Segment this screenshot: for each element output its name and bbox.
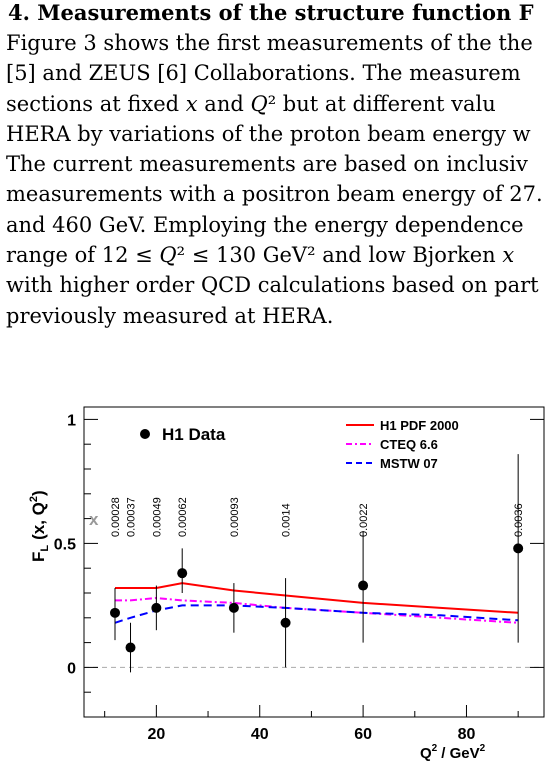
data-point: [513, 543, 524, 554]
x-tick-label: 40: [251, 726, 269, 743]
data-point: [177, 568, 188, 579]
y-tick-label: 0: [67, 660, 76, 677]
section-paragraph: Figure 3 shows the first measurements of…: [6, 28, 560, 331]
x-tick-label: 80: [458, 726, 476, 743]
chart-legend: H1 Data H1 PDF 2000 CTEQ 6.6 MSTW 07: [140, 418, 459, 471]
x-axis-label: Q2/ GeV2: [420, 743, 486, 762]
y-axis-label: FL(x, Q2): [28, 490, 51, 562]
data-point: [110, 607, 121, 618]
bjorken-x-label: 0.00028: [110, 497, 122, 537]
theory-curves: [114, 582, 519, 624]
chart-axes: 0 0.5 1 20 40 60 80: [54, 412, 544, 743]
data-point: [280, 617, 291, 628]
data-point: [228, 602, 239, 613]
bjorken-x-label: 0.00062: [177, 497, 189, 537]
bjorken-x-label: 0.0022: [358, 503, 370, 537]
bjorken-x-label: 0.00037: [126, 497, 138, 537]
data-point: [358, 580, 369, 591]
paragraph-line: previously measured at HERA.: [6, 303, 334, 328]
bjorken-x-symbol: x: [89, 510, 99, 529]
paragraph-line: Figure 3 shows the first measurements of…: [6, 31, 533, 55]
x-tick-label: 20: [147, 726, 165, 743]
bjorken-x-values: 0.00028 0.00037 0.00049 0.00062 0.00093 0.001…: [110, 497, 525, 537]
paragraph-line: The current measurements are based on in…: [6, 152, 528, 177]
legend-data-label: H1 Data: [162, 425, 226, 444]
y-tick-label: 0.5: [54, 536, 76, 553]
x-tick-label: 60: [354, 726, 372, 743]
legend-label-h1pdf: H1 PDF 2000: [380, 418, 459, 433]
paragraph-line: HERA by variations of the proton beam en…: [6, 121, 531, 146]
paragraph-line: and 460 GeV. Employing the energy depend…: [6, 212, 524, 237]
bjorken-x-label: 0.00049: [151, 497, 163, 537]
section-heading: 4. Measurements of the structure functio…: [8, 0, 534, 25]
paragraph-line: [5] and ZEUS [6] Collaborations. The mea…: [6, 61, 521, 86]
h1-data-points: [110, 454, 524, 673]
paragraph-line: sections at fixed x and Q² but at differ…: [6, 91, 496, 116]
legend-label-mstw: MSTW 07: [380, 456, 438, 471]
paragraph-line: measurements with a positron beam energy…: [6, 182, 543, 207]
y-tick-label: 1: [67, 412, 76, 429]
paragraph-line: with higher order QCD calculations based…: [6, 273, 539, 298]
plot-frame: [83, 406, 545, 718]
bjorken-x-label: 0.00093: [229, 497, 241, 537]
fl-measurement-figure: FL(x, Q2) Q2/ GeV2 H1 Data H1 PDF 2000 C…: [0, 380, 560, 779]
bjorken-x-label: 0.0036: [513, 503, 525, 537]
curve-h1-pdf-2000: [115, 582, 519, 614]
legend-label-cteq: CTEQ 6.6: [380, 437, 438, 452]
fl-chart: FL(x, Q2) Q2/ GeV2 H1 Data H1 PDF 2000 C…: [28, 406, 545, 762]
curve-cteq-6-6: [115, 596, 519, 624]
data-point: [151, 602, 162, 613]
paragraph-line: range of 12 ≤ Q² ≤ 130 GeV² and low Bjor…: [6, 243, 515, 268]
bjorken-x-label: 0.0014: [281, 503, 293, 537]
data-point: [125, 642, 136, 653]
legend-data-marker: [140, 429, 150, 439]
